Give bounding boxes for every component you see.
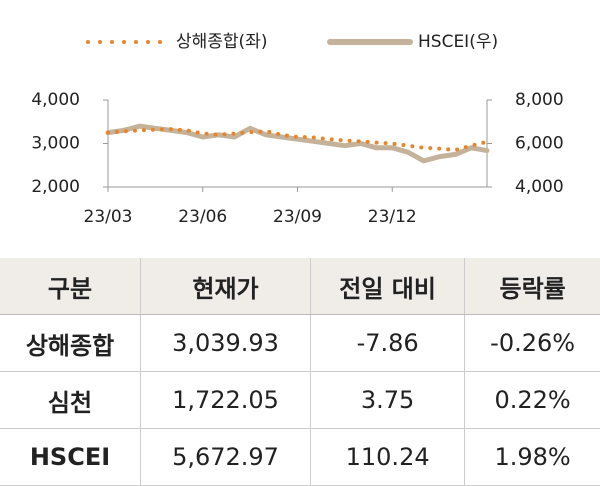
table-cell: 심천: [0, 371, 141, 429]
table-cell: 등락률: [464, 258, 600, 315]
table-cell: 전일 대비: [309, 258, 465, 315]
y2-tick-label: 4,000: [515, 177, 564, 197]
table-cell: 0.22%: [464, 371, 600, 429]
y-tick-label: 4,000: [31, 90, 80, 110]
table-row: 심천 1,722.05 3.75 0.22%: [0, 371, 600, 429]
table-cell: 1.98%: [464, 428, 600, 486]
table-row: 상해종합 3,039.93 -7.86 -0.26%: [0, 314, 600, 372]
x-tick-label: 23/06: [178, 207, 227, 227]
y-tick-label: 2,000: [31, 177, 80, 197]
table-cell: 구분: [0, 258, 141, 315]
table-cell: 110.24: [309, 428, 465, 486]
legend-label: HSCEI(우): [418, 32, 498, 52]
table-cell: HSCEI: [0, 428, 141, 486]
table-cell: 3,039.93: [140, 314, 311, 372]
x-tick-label: 23/03: [84, 207, 133, 227]
line-series: [106, 127, 489, 152]
table-cell: 현재가: [140, 258, 311, 315]
y2-tick-label: 8,000: [515, 90, 564, 110]
table-cell: 5,672.97: [140, 428, 311, 486]
y-tick-label: 3,000: [31, 134, 80, 154]
legend-label: 상해종합(좌): [176, 32, 267, 52]
line-series: [105, 123, 490, 164]
table-cell: 1,722.05: [140, 371, 311, 429]
x-tick-label: 23/12: [368, 207, 417, 227]
x-tick-label: 23/09: [273, 207, 322, 227]
table-cell: 3.75: [309, 371, 465, 429]
chart: 2,000 3,000 4,000 4,000 6,000 8,000 23/03 23/06…: [31, 32, 564, 227]
table-row: 구분 현재가 전일 대비 등락률: [0, 258, 600, 315]
table-cell: -0.26%: [464, 314, 600, 372]
table-row: HSCEI 5,672.97 110.24 1.98%: [0, 428, 600, 486]
y2-tick-label: 6,000: [515, 134, 564, 154]
table-cell: 상해종합: [0, 314, 141, 372]
table-cell: -7.86: [309, 314, 465, 372]
data-table: 구분 현재가 전일 대비 등락률 상해종합 3,039.93 -7.86 -0.26% 심천 1,…: [0, 258, 600, 486]
